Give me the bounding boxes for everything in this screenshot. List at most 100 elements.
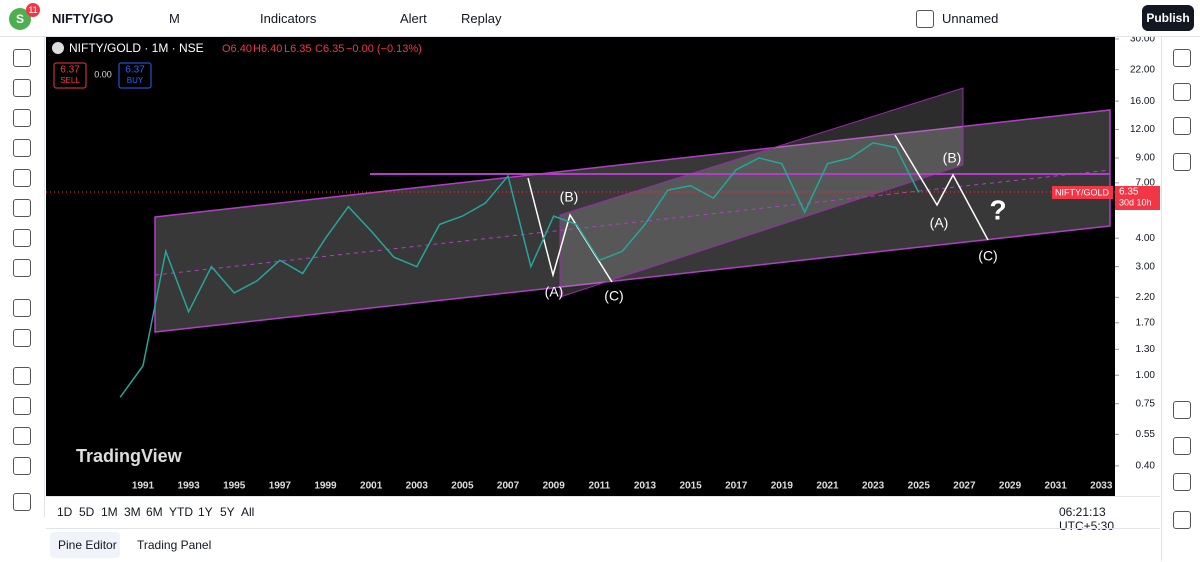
- y-tick-label: 2.20: [1136, 292, 1156, 303]
- publish-button[interactable]: Publish: [1142, 5, 1194, 31]
- tool-icon[interactable]: [13, 329, 31, 347]
- range-button[interactable]: 5Y: [220, 505, 235, 519]
- clock: 06:21:13 UTC+5:30: [1059, 505, 1115, 533]
- legend-change: −0.00 (−0.13%): [346, 43, 422, 55]
- right-sidebar: [1161, 37, 1200, 561]
- y-tick-label: 9.00: [1136, 153, 1156, 164]
- range-button[interactable]: 3M: [124, 505, 141, 519]
- y-tick-label: 30.00: [1130, 37, 1155, 45]
- wave-label: (C): [604, 288, 623, 304]
- range-button[interactable]: 5D: [79, 505, 95, 519]
- x-tick-label: 1995: [223, 481, 246, 492]
- spread: 0.00: [94, 69, 112, 79]
- wave-label: (B): [943, 150, 962, 166]
- side-icon[interactable]: [1173, 49, 1191, 67]
- x-tick-label: 2007: [497, 481, 520, 492]
- range-button[interactable]: YTD: [169, 505, 193, 519]
- tool-icon[interactable]: [13, 367, 31, 385]
- y-tick-label: 0.40: [1136, 461, 1156, 472]
- tool-icon[interactable]: [13, 427, 31, 445]
- side-icon[interactable]: [1173, 83, 1191, 101]
- wave-label: (C): [978, 248, 997, 264]
- symbol-search[interactable]: NIFTY/GO: [52, 11, 114, 26]
- price-line: [119, 141, 920, 398]
- side-icon[interactable]: [1173, 437, 1191, 455]
- plot-background: [46, 37, 1115, 496]
- buy-label: BUY: [127, 76, 144, 85]
- replay-button[interactable]: Replay: [461, 11, 502, 26]
- x-tick-label: 2009: [543, 481, 566, 492]
- drawing-toolbar: [0, 37, 45, 517]
- x-tick-label: 2033: [1090, 481, 1113, 492]
- side-icon[interactable]: [1173, 153, 1191, 171]
- interval[interactable]: M: [169, 11, 180, 26]
- indicators-button[interactable]: Indicators: [260, 11, 317, 26]
- price-tag-price: 6.35: [1119, 187, 1139, 198]
- range-button[interactable]: 1M: [101, 505, 118, 519]
- tool-icon[interactable]: [13, 493, 31, 511]
- legend-close: C6.35: [315, 43, 344, 55]
- x-tick-label: 2029: [999, 481, 1022, 492]
- buy-price: 6.37: [125, 65, 145, 76]
- tool-icon[interactable]: [13, 139, 31, 157]
- y-tick-label: 0.75: [1136, 398, 1156, 409]
- tool-icon[interactable]: [13, 299, 31, 317]
- range-button[interactable]: 1D: [57, 505, 73, 519]
- tool-icon[interactable]: [13, 199, 31, 217]
- x-tick-label: 2005: [451, 481, 474, 492]
- x-tick-label: 1991: [132, 481, 155, 492]
- side-icon[interactable]: [1173, 117, 1191, 135]
- tab[interactable]: Trading Panel: [137, 538, 212, 552]
- side-icon[interactable]: [1173, 401, 1191, 419]
- symbol-tag: [1052, 186, 1113, 199]
- x-tick-label: 2031: [1045, 481, 1068, 492]
- x-tick-label: 1993: [177, 481, 200, 492]
- sell-price: 6.37: [60, 65, 80, 76]
- y-tick-label: 1.70: [1136, 317, 1156, 328]
- x-tick-label: 2003: [406, 481, 429, 492]
- x-tick-label: 2023: [862, 481, 885, 492]
- wave-line: [894, 134, 989, 241]
- y-tick-label: 7.00: [1136, 177, 1156, 188]
- y-tick-label: 1.30: [1136, 344, 1156, 355]
- tool-icon[interactable]: [13, 457, 31, 475]
- top-toolbar: S 11 NIFTY/GO M Indicators Alert Replay …: [0, 0, 1200, 37]
- tool-icon[interactable]: [13, 229, 31, 247]
- wave-label: ?: [989, 194, 1006, 225]
- tool-icon[interactable]: [13, 79, 31, 97]
- range-button[interactable]: 6M: [146, 505, 163, 519]
- x-tick-label: 2011: [588, 481, 610, 492]
- tool-icon[interactable]: [13, 397, 31, 415]
- wave-label: (A): [930, 215, 949, 231]
- layout-name[interactable]: Unnamed: [942, 11, 999, 26]
- side-icon[interactable]: [1173, 473, 1191, 491]
- avatar[interactable]: S: [9, 8, 31, 30]
- legend-title: NIFTY/GOLD · 1M · NSE: [69, 41, 204, 55]
- checkbox[interactable]: [916, 10, 934, 28]
- tab[interactable]: Pine Editor: [58, 538, 117, 552]
- y-tick-label: 0.55: [1136, 429, 1156, 440]
- legend-open: O6.40: [222, 43, 252, 55]
- legend-high: H6.40: [253, 43, 282, 55]
- tool-icon[interactable]: [13, 259, 31, 277]
- channel: [559, 87, 964, 298]
- alert-button[interactable]: Alert: [400, 11, 427, 26]
- range-button[interactable]: 1Y: [198, 505, 213, 519]
- range-button[interactable]: All: [241, 505, 255, 519]
- x-tick-label: 2025: [908, 481, 931, 492]
- wave-label: (B): [560, 189, 579, 205]
- buy-button[interactable]: [118, 62, 152, 89]
- tool-icon[interactable]: [13, 169, 31, 187]
- tool-icon[interactable]: [13, 109, 31, 127]
- sell-button[interactable]: [53, 62, 87, 89]
- badge: 11: [26, 3, 40, 17]
- y-tick-label: 16.00: [1130, 96, 1155, 107]
- x-tick-label: 1999: [314, 481, 337, 492]
- side-icon[interactable]: [1173, 511, 1191, 529]
- watermark: TradingView: [76, 446, 183, 466]
- x-tick-label: 2027: [953, 481, 976, 492]
- tool-icon[interactable]: [13, 49, 31, 67]
- x-tick-label: 2019: [771, 481, 794, 492]
- price-tag: [1115, 186, 1160, 210]
